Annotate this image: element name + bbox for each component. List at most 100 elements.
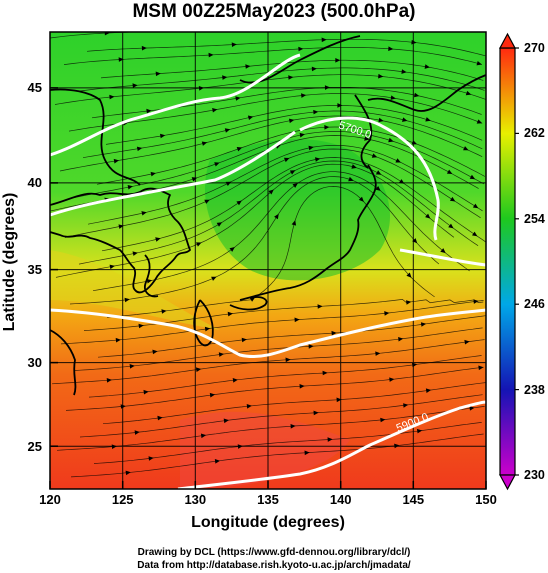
- streamline: [59, 115, 483, 172]
- streamline-arrowhead: [146, 108, 152, 114]
- streamline-arrowhead: [241, 337, 247, 343]
- streamline-arrowhead: [364, 136, 370, 141]
- streamline-arrowhead: [313, 410, 319, 416]
- streamline-arrowhead: [288, 75, 294, 80]
- streamline-arrowhead: [469, 174, 476, 180]
- streamline-arrowhead: [327, 437, 333, 442]
- streamline-arrowhead: [155, 237, 161, 242]
- streamline-arrowhead: [211, 276, 217, 281]
- contour-5900: [177, 400, 486, 489]
- streamline-arrowhead: [321, 37, 327, 43]
- streamline-arrowhead: [134, 430, 140, 435]
- streamline-arrowhead: [478, 365, 484, 371]
- streamline-arrowhead: [290, 424, 296, 429]
- streamline-arrowhead: [104, 32, 110, 36]
- streamline-arrowhead: [109, 264, 115, 270]
- x-axis-label: Longitude (degrees): [191, 514, 345, 531]
- streamline-arrowhead: [331, 330, 337, 336]
- streamline-arrowhead: [315, 157, 321, 162]
- streamline-arrowhead: [132, 251, 138, 256]
- colorbar-body: [499, 47, 516, 476]
- streamline-arrowhead: [227, 311, 233, 317]
- cold-core-region: [204, 139, 390, 281]
- streamline-arrowhead: [469, 406, 475, 411]
- streamline: [83, 299, 484, 331]
- streamline-arrowhead: [463, 146, 469, 151]
- colorbar-tick-230: 230: [524, 468, 545, 482]
- x-tick-150: 150: [475, 492, 497, 507]
- streamline: [87, 144, 483, 225]
- streamline-arrowhead: [380, 417, 386, 423]
- tick-marks: [49, 87, 487, 489]
- streamline-arrowhead: [398, 337, 404, 342]
- streamline: [70, 433, 484, 478]
- streamline-arrowhead: [464, 339, 470, 345]
- colorbar-tick-262: 262: [524, 126, 545, 140]
- streamline-arrowhead: [214, 162, 220, 167]
- streamline: [106, 186, 435, 318]
- x-tick-120: 120: [39, 492, 61, 507]
- streamline-arrowhead: [218, 352, 224, 357]
- streamline-arrowhead: [308, 344, 314, 349]
- streamline-arrowhead: [284, 157, 290, 163]
- colorbar-bottom-arrow: [498, 474, 517, 491]
- y-tick-30: 30: [28, 355, 42, 370]
- streamline: [79, 394, 483, 438]
- streamline-arrowhead: [317, 304, 323, 309]
- streamline-arrowhead: [292, 183, 298, 188]
- streamline-arrowhead: [411, 39, 417, 45]
- colorbar-top-arrow: [498, 32, 517, 49]
- streamline-arrowhead: [371, 153, 378, 158]
- streamline: [82, 110, 483, 159]
- streamline-arrowhead: [245, 64, 251, 69]
- streamline-arrowhead: [125, 470, 131, 476]
- streamline-arrowhead: [425, 388, 432, 393]
- streamline-arrowhead: [222, 75, 228, 80]
- streamline: [101, 157, 486, 252]
- streamline-arrowhead: [132, 83, 138, 88]
- streamline-arrowhead: [200, 433, 207, 439]
- streamline-arrowhead: [109, 94, 115, 100]
- contour-mid: [50, 308, 486, 359]
- streamline-arrowhead: [388, 46, 394, 51]
- height-contours: [50, 53, 486, 489]
- streamline-arrowhead: [285, 357, 291, 363]
- streamline-arrowhead: [224, 128, 231, 133]
- streamline-arrowhead: [155, 71, 161, 77]
- streamline-arrowhead: [448, 223, 454, 229]
- streamline-arrowhead: [308, 145, 314, 151]
- streamline-arrowhead: [378, 117, 384, 123]
- y-tick-25: 25: [28, 439, 42, 454]
- streamline-arrowhead: [208, 52, 214, 58]
- colorbar-tick-270: 270: [524, 41, 545, 55]
- y-tick-40: 40: [28, 175, 42, 190]
- streamline: [69, 176, 440, 305]
- streamline: [86, 38, 486, 57]
- streamline-arrowhead: [335, 58, 341, 63]
- streamline: [73, 131, 485, 198]
- streamline-arrowhead: [313, 109, 319, 115]
- streamline-arrowhead: [138, 323, 144, 329]
- streamline-arrowhead: [160, 133, 166, 139]
- streamline-arrowhead: [196, 242, 202, 247]
- streamline-arrowhead: [214, 459, 221, 464]
- streamline-arrowhead: [289, 118, 295, 124]
- streamline-arrowhead: [322, 370, 328, 376]
- streamline-arrowhead: [150, 171, 156, 177]
- contour-east: [399, 248, 486, 267]
- streamline: [105, 105, 483, 145]
- graticule: [50, 32, 486, 489]
- contour-5700-west: [50, 130, 296, 217]
- streamline-arrowhead: [236, 147, 243, 152]
- streamline-arrowhead: [235, 96, 241, 101]
- streamline-arrowhead: [152, 349, 158, 355]
- streamline-arrowhead: [388, 137, 394, 143]
- streamline-arrowhead: [298, 46, 304, 52]
- streamline-arrowhead: [223, 418, 229, 424]
- streamline-arrowhead: [375, 351, 381, 356]
- contour-5700: [50, 53, 440, 241]
- streamline-arrowhead: [161, 309, 167, 314]
- credit-drawing: Drawing by DCL (https://www.gfd-dennou.o…: [137, 547, 411, 558]
- streamline-arrowhead: [412, 238, 418, 244]
- streamline-arrowhead: [301, 93, 307, 98]
